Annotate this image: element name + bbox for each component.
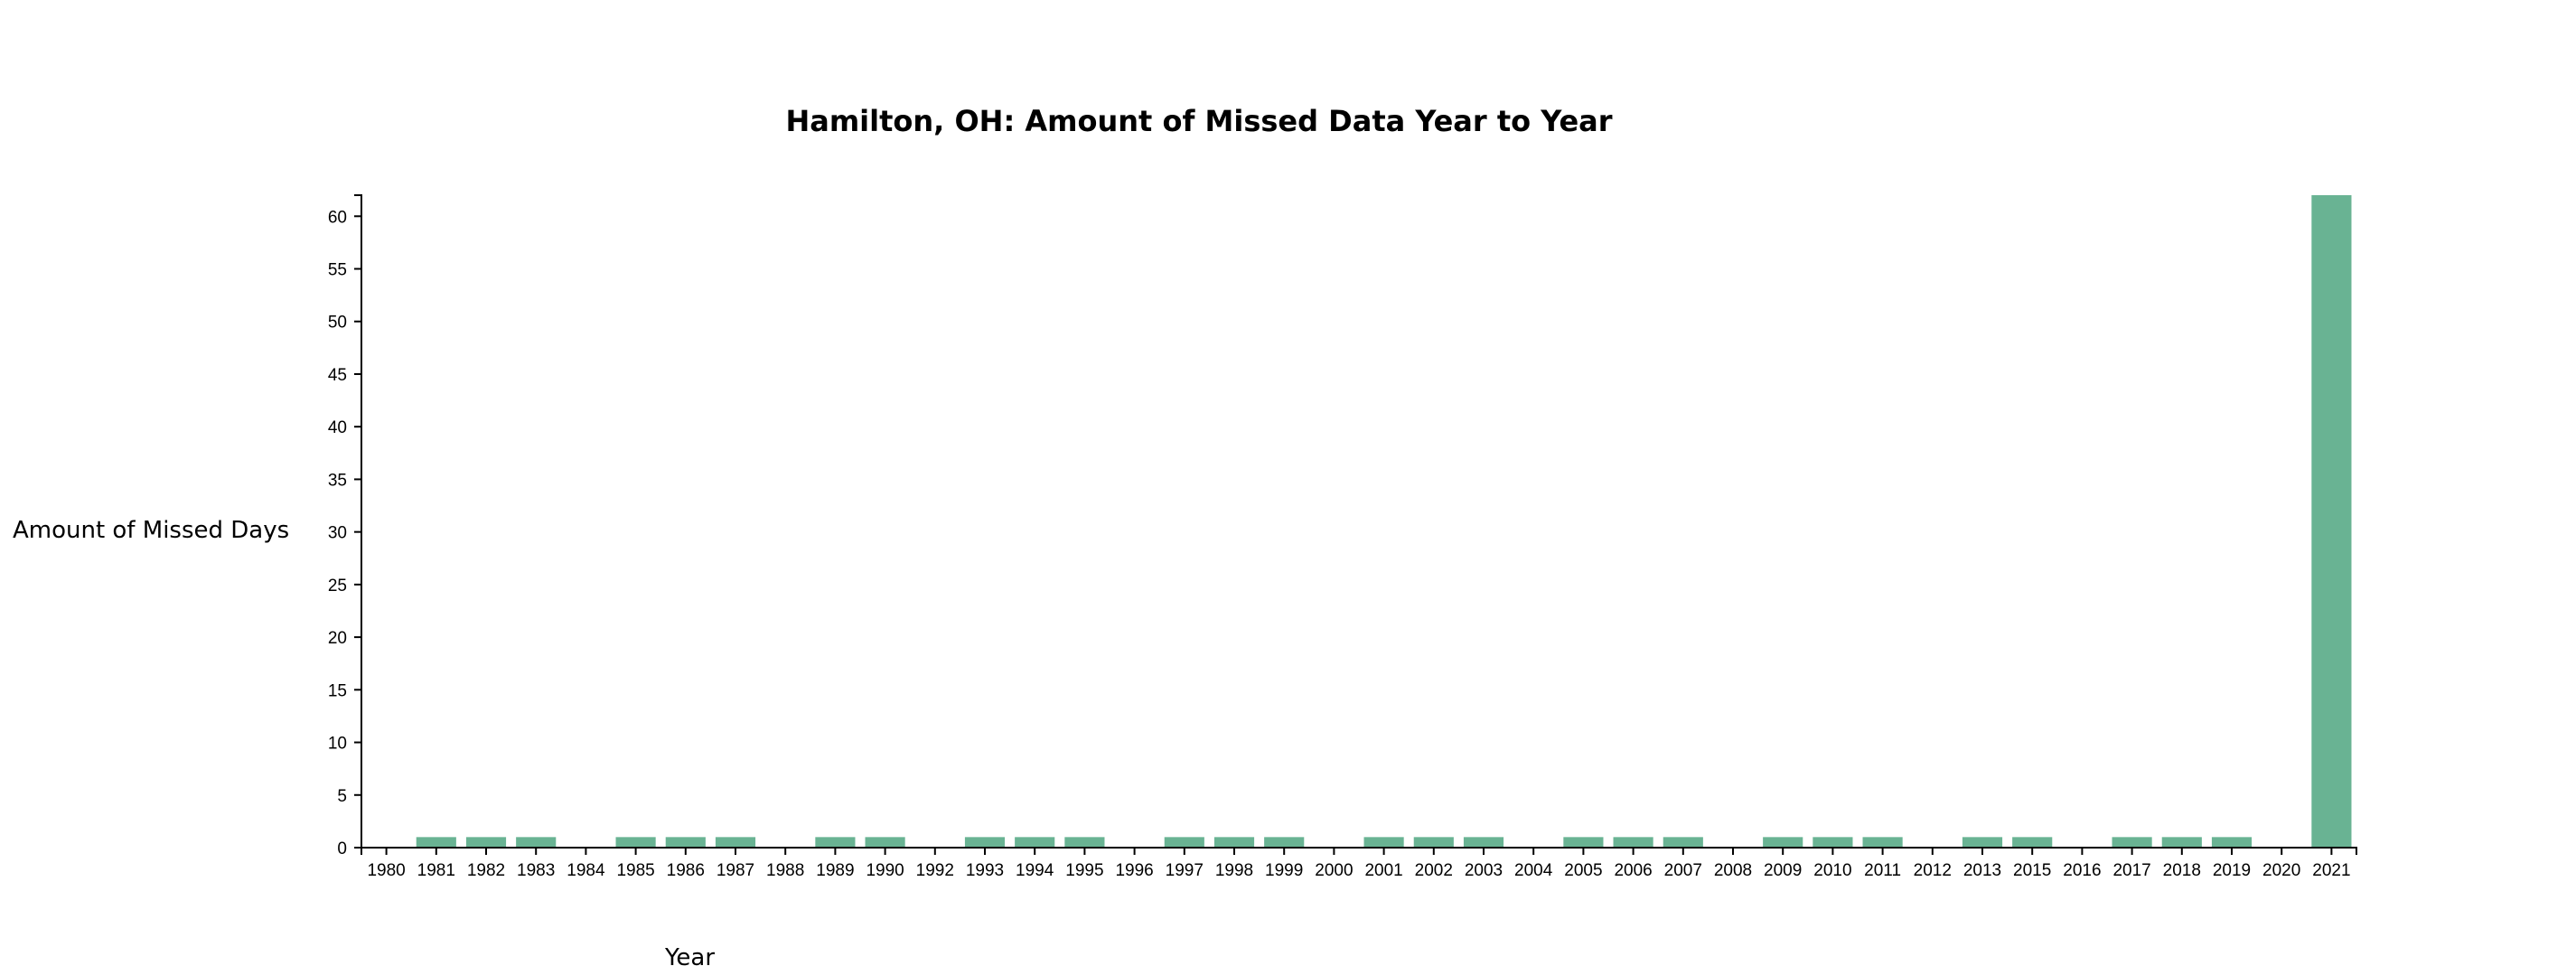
y-tick-label: 20 [328, 629, 347, 648]
x-tick-label: 1980 [367, 861, 405, 880]
bar-2011 [1862, 837, 1903, 848]
bar-2002 [1413, 837, 1454, 848]
bar-2001 [1363, 837, 1404, 848]
y-axis-line [354, 194, 362, 849]
x-tick-label: 1999 [1265, 861, 1303, 880]
x-tick-label: 2004 [1514, 861, 1553, 880]
bar-1987 [715, 837, 756, 848]
bar-2013 [1962, 837, 2003, 848]
bar-2009 [1763, 837, 1803, 848]
x-tick-label: 1998 [1215, 861, 1253, 880]
y-tick-label: 40 [328, 418, 347, 437]
x-axis: 1980 1981 1982 1983 1984 1985 1986 1987 1988 1989… [361, 847, 2357, 880]
y-tick-label: 55 [328, 261, 347, 280]
bar-1999 [1264, 837, 1305, 848]
x-tick-label: 2005 [1564, 861, 1602, 880]
x-tick-label: 2019 [2213, 861, 2251, 880]
x-tick-label: 2011 [1864, 861, 1901, 880]
bar-2015 [2012, 837, 2053, 848]
x-tick-label: 2010 [1813, 861, 1851, 880]
y-tick-label: 30 [328, 524, 347, 543]
x-tick-label: 1996 [1115, 861, 1153, 880]
bar-1986 [665, 837, 706, 848]
x-tick-label: 1982 [467, 861, 505, 880]
bar-2005 [1563, 837, 1604, 848]
x-tick-label: 2015 [2013, 861, 2051, 880]
x-tick-label: 1981 [417, 861, 455, 880]
x-axis-label: Year [664, 944, 715, 966]
x-tick-label: 2008 [1714, 861, 1752, 880]
y-axis-label: Amount of Missed Days [13, 517, 289, 544]
chart-title: Hamilton, OH: Amount of Missed Data Year… [785, 104, 1612, 138]
x-tick-label: 2002 [1415, 861, 1453, 880]
x-tick-label: 1984 [567, 861, 605, 880]
bar-2007 [1663, 837, 1703, 848]
x-tick-label: 2016 [2063, 861, 2101, 880]
x-tick-label: 2001 [1364, 861, 1402, 880]
x-tick-label: 1985 [616, 861, 654, 880]
bar-1998 [1213, 837, 1255, 848]
bar-1981 [416, 837, 456, 848]
y-tick-label: 10 [328, 735, 347, 754]
y-axis: 0 5 10 15 20 25 30 35 40 45 50 55 60 [328, 194, 362, 858]
bar-1989 [815, 837, 856, 848]
bar-2010 [1813, 837, 1853, 848]
x-tick-label: 2020 [2262, 861, 2300, 880]
bar-1990 [865, 837, 905, 848]
x-tick-label: 1995 [1065, 861, 1103, 880]
x-tick-label: 2007 [1664, 861, 1702, 880]
x-tick-label: 1993 [966, 861, 1004, 880]
y-tick-label: 0 [337, 839, 347, 858]
bar-1997 [1164, 837, 1204, 848]
bar-1995 [1064, 837, 1105, 848]
bars-group [416, 195, 2352, 848]
x-tick-label: 2018 [2163, 861, 2201, 880]
x-tick-label: 1986 [667, 861, 705, 880]
x-tick-label: 2009 [1764, 861, 1802, 880]
x-tick-label: 1992 [916, 861, 954, 880]
x-tick-label: 1994 [1016, 861, 1054, 880]
bar-1982 [465, 837, 507, 848]
y-tick-label: 15 [328, 681, 347, 700]
y-tick-label: 50 [328, 314, 347, 333]
bar-2003 [1463, 837, 1504, 848]
y-tick-label: 35 [328, 471, 347, 490]
bar-1983 [516, 837, 557, 848]
bar-1985 [615, 837, 656, 848]
x-tick-label: 2000 [1315, 861, 1353, 880]
bar-2018 [2161, 837, 2202, 848]
x-tick-label: 2013 [1963, 861, 2001, 880]
bar-1993 [964, 837, 1006, 848]
x-tick-label: 2012 [1914, 861, 1952, 880]
x-tick-label: 1990 [866, 861, 904, 880]
bar-1994 [1015, 837, 1055, 848]
x-tick-label: 1988 [766, 861, 804, 880]
y-tick-label: 45 [328, 366, 347, 385]
x-tick-label: 2017 [2112, 861, 2150, 880]
x-tick-label: 2021 [2312, 861, 2350, 880]
x-tick-label: 1989 [816, 861, 854, 880]
x-tick-label: 2006 [1614, 861, 1652, 880]
y-tick-label: 60 [328, 208, 347, 227]
x-axis-line [361, 847, 2357, 855]
y-tick-label: 25 [328, 577, 347, 596]
x-tick-label: 1983 [517, 861, 555, 880]
bar-2017 [2112, 837, 2152, 848]
bar-2006 [1613, 837, 1653, 848]
y-tick-label: 5 [337, 787, 347, 806]
x-tick-label: 1987 [717, 861, 754, 880]
bar-2021 [2311, 195, 2352, 848]
x-tick-label: 2003 [1465, 861, 1503, 880]
bar-2019 [2211, 837, 2253, 848]
x-tick-label: 1997 [1166, 861, 1204, 880]
